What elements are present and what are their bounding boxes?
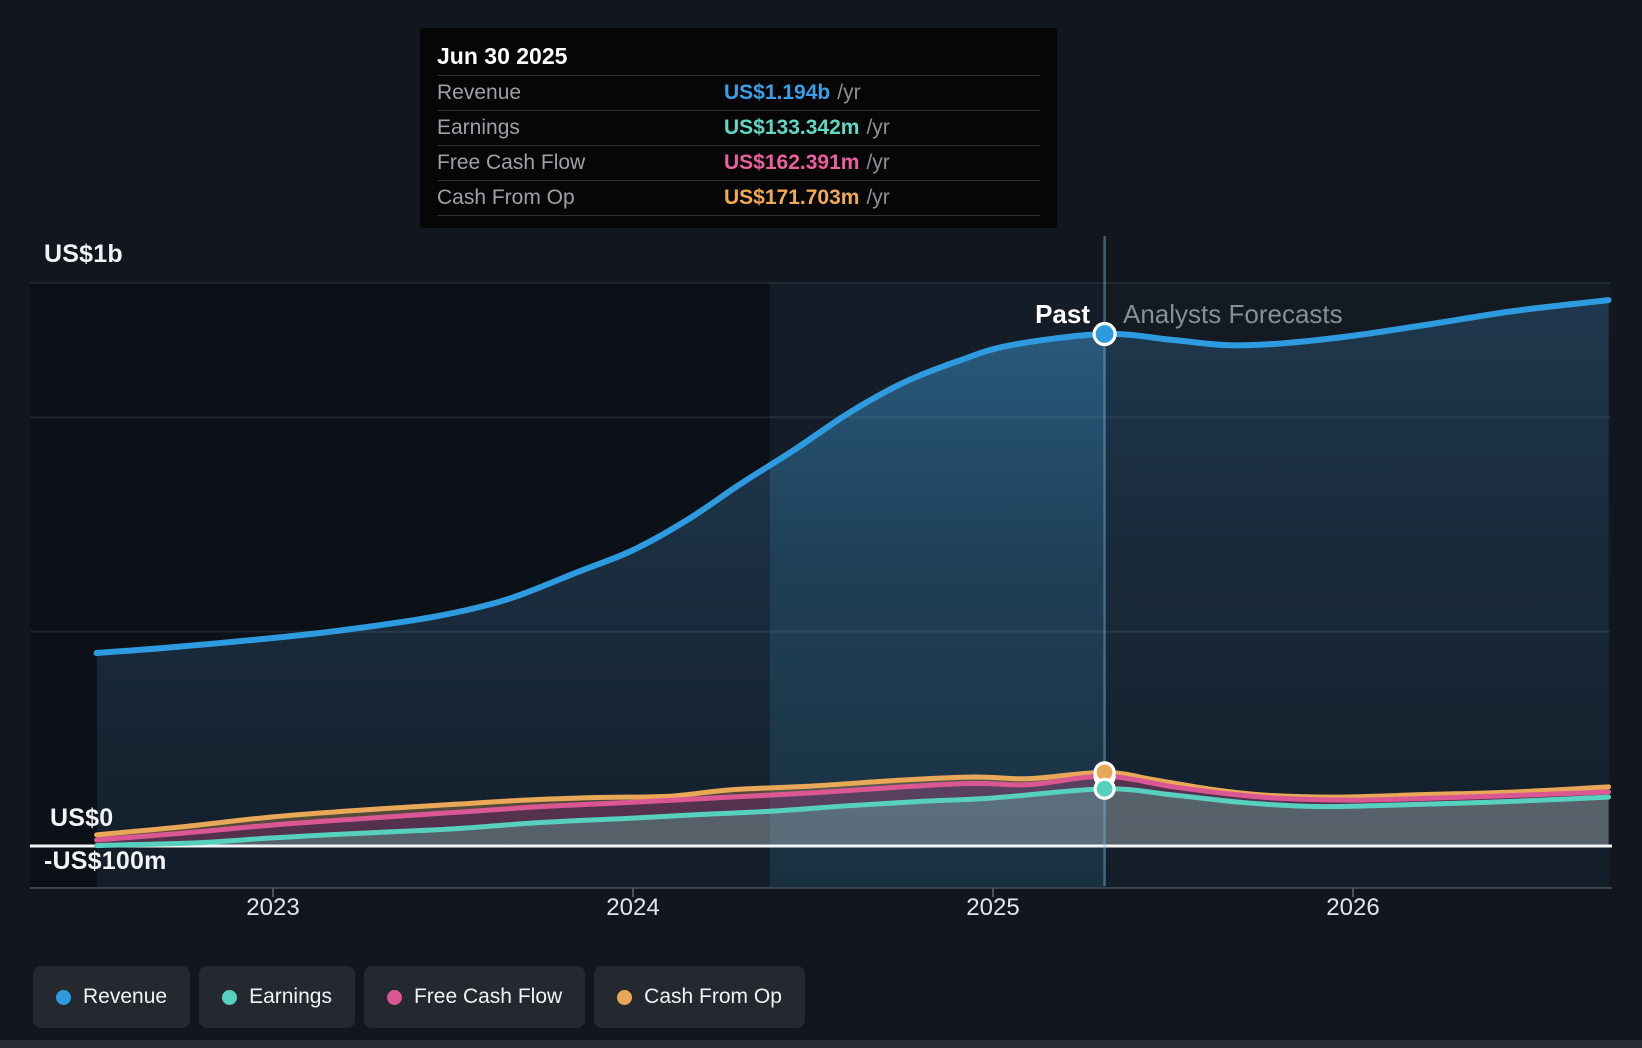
legend-toggle-cash-from-op[interactable]: Cash From Op [594, 966, 805, 1028]
legend-toggle-revenue[interactable]: Revenue [33, 966, 191, 1028]
tooltip-row-revenue: Revenue US$1.194b /yr [437, 75, 1040, 110]
legend-toggle-free-cash-flow[interactable]: Free Cash Flow [363, 966, 586, 1028]
y-axis-label-neg100m: -US$100m [44, 847, 167, 875]
chart-legend: Revenue Earnings Free Cash Flow Cash Fro… [33, 966, 805, 1028]
tooltip-row-cash-from-op: Cash From Op US$171.703m /yr [437, 180, 1040, 216]
x-axis-label-2025: 2025 [966, 894, 1020, 921]
legend-fcf-label: Free Cash Flow [413, 985, 563, 1008]
tooltip-earnings-value: US$133.342m [724, 116, 860, 139]
y-axis-label-1b: US$1b [44, 240, 123, 268]
free-cash-flow-legend-dot-icon [386, 989, 402, 1005]
x-axis-label-2023: 2023 [246, 894, 300, 921]
tooltip-fcf-label: Free Cash Flow [437, 151, 586, 174]
legend-revenue-label: Revenue [83, 985, 168, 1008]
tooltip-earnings-label: Earnings [437, 116, 520, 139]
tooltip-revenue-unit: /yr [837, 81, 861, 104]
tooltip-cfo-unit: /yr [866, 186, 890, 209]
earnings-legend-dot-icon [222, 989, 238, 1005]
tooltip-date: Jun 30 2025 [437, 43, 568, 69]
past-section-label: Past [1035, 299, 1090, 329]
analysts-forecasts-section-label: Analysts Forecasts [1123, 299, 1343, 329]
tooltip-fcf-value: US$162.391m [724, 151, 860, 174]
tooltip-cfo-label: Cash From Op [437, 186, 575, 209]
cash-from-op-legend-dot-icon [617, 989, 633, 1005]
x-axis-label-2026: 2026 [1326, 894, 1380, 921]
legend-cfo-label: Cash From Op [644, 985, 782, 1008]
tooltip-revenue-label: Revenue [437, 81, 522, 104]
tooltip-row-free-cash-flow: Free Cash Flow US$162.391m /yr [437, 145, 1040, 180]
legend-earnings-label: Earnings [249, 985, 332, 1008]
tooltip-row-earnings: Earnings US$133.342m /yr [437, 110, 1040, 145]
tooltip-revenue-value: US$1.194b [724, 81, 831, 104]
x-axis-label-2024: 2024 [606, 894, 660, 921]
revenue-legend-dot-icon [56, 989, 71, 1005]
tooltip-cfo-value: US$171.703m [724, 186, 860, 209]
y-axis-label-zero: US$0 [50, 804, 114, 832]
chart-tooltip: Jun 30 2025 Revenue US$1.194b /yr Earnin… [420, 28, 1057, 228]
tooltip-earnings-unit: /yr [866, 116, 890, 139]
legend-toggle-earnings[interactable]: Earnings [199, 966, 355, 1028]
bottom-edge-panel [0, 1040, 1642, 1048]
tooltip-fcf-unit: /yr [866, 151, 890, 174]
